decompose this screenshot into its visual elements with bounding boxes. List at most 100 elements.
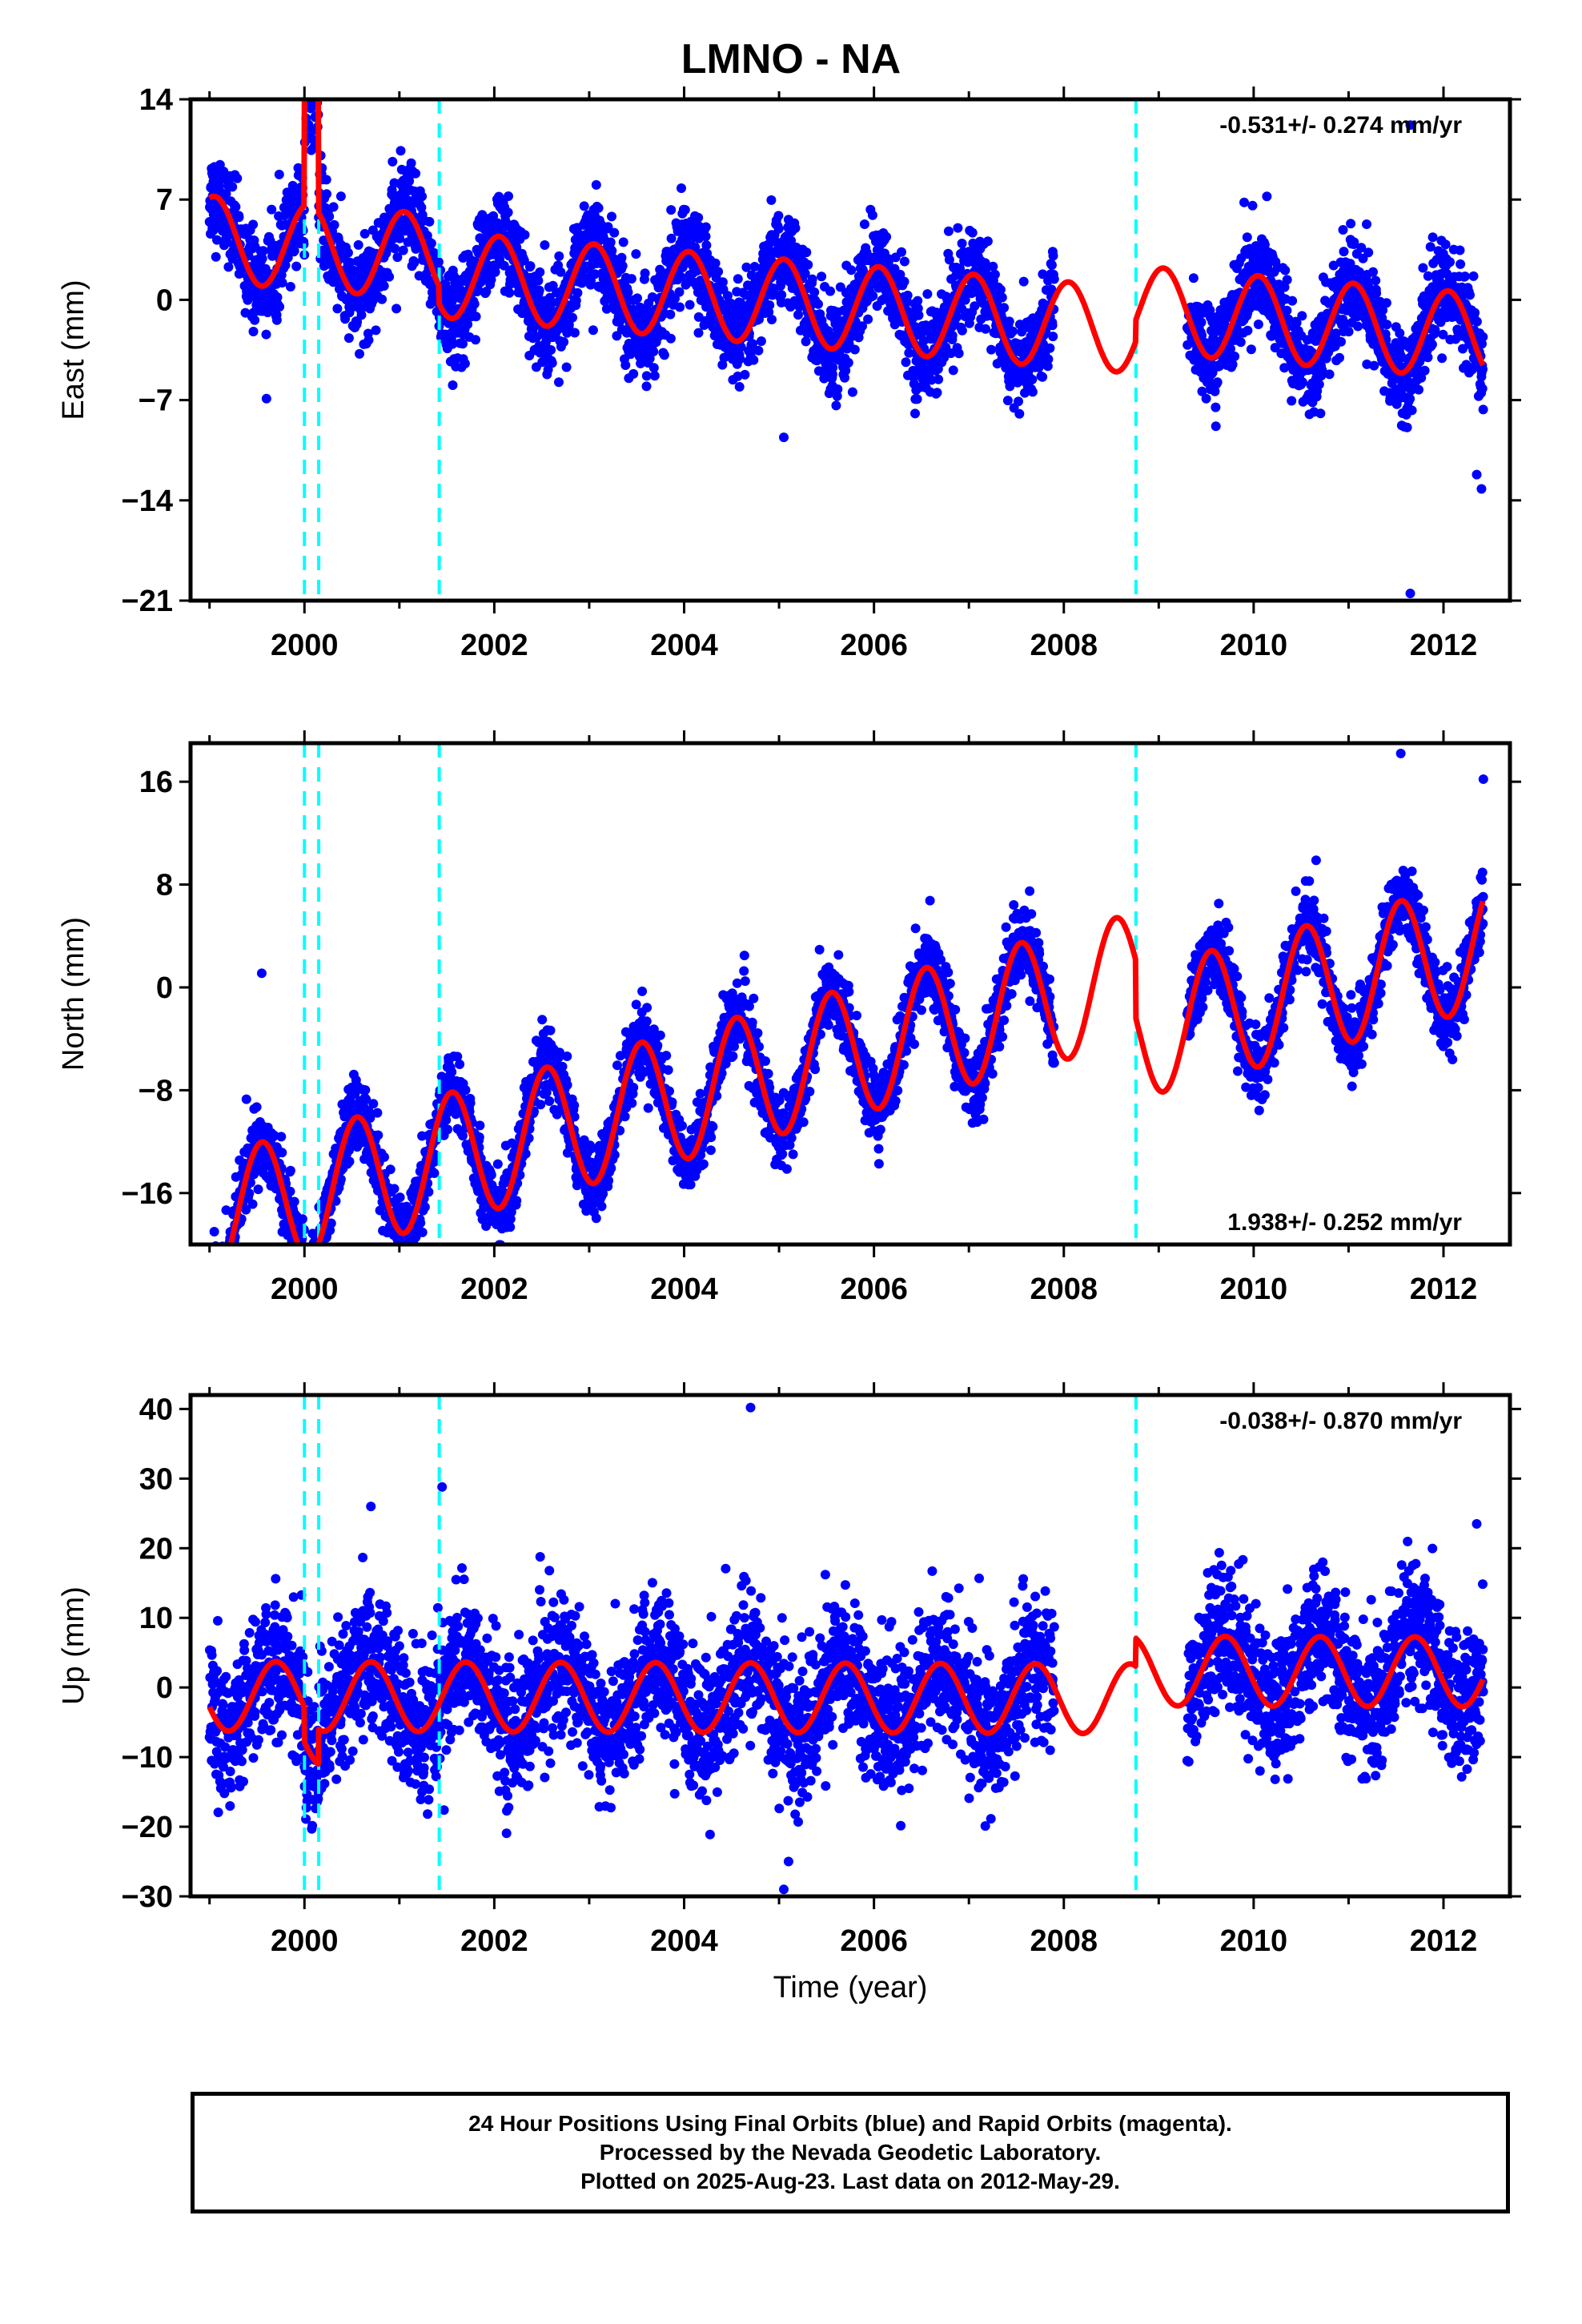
data-point (471, 312, 481, 322)
outlier-point (1405, 589, 1415, 599)
outlier-point (1476, 484, 1487, 494)
data-point (257, 253, 267, 263)
data-point (371, 325, 381, 336)
data-point (219, 1259, 228, 1269)
data-point (206, 1286, 215, 1296)
data-point (287, 180, 298, 191)
data-point (899, 256, 909, 267)
data-point (317, 1261, 327, 1270)
data-point (311, 61, 321, 70)
data-point (1362, 219, 1371, 229)
data-point (1047, 320, 1058, 331)
data-point (215, 1265, 225, 1274)
data-point (1478, 332, 1488, 342)
data-point (1315, 408, 1326, 419)
data-point (315, 1252, 324, 1262)
data-point (1048, 332, 1058, 342)
data-point (387, 156, 398, 167)
data-point (360, 1085, 371, 1096)
data-point (520, 230, 530, 240)
data-point (216, 1255, 226, 1265)
data-point (701, 240, 712, 251)
outlier-point (779, 432, 789, 443)
data-point (417, 191, 428, 202)
data-point (556, 267, 566, 277)
data-point (986, 344, 997, 355)
data-point (311, 1256, 320, 1265)
data-point (1243, 325, 1253, 336)
data-point (319, 1257, 328, 1267)
y-tick-label: −7 (139, 384, 173, 418)
data-point (1445, 257, 1455, 267)
data-point (324, 211, 335, 222)
data-point (219, 1257, 229, 1267)
data-point (1353, 321, 1363, 332)
data-point (932, 388, 942, 398)
data-point (223, 1256, 233, 1265)
data-point (213, 1297, 223, 1306)
data-point (913, 310, 924, 320)
data-point (649, 371, 660, 381)
data-point (1297, 377, 1307, 388)
data-point (620, 360, 631, 370)
data-point (223, 262, 234, 272)
data-point (1227, 360, 1238, 370)
data-point (572, 287, 583, 298)
data-point (395, 233, 405, 243)
data-point (219, 1281, 229, 1290)
data-point (693, 328, 704, 338)
data-point (1418, 263, 1428, 273)
data-point (701, 222, 711, 232)
y-axis-label: East (mm) (57, 279, 90, 420)
data-point (321, 175, 331, 185)
data-point (1472, 316, 1482, 327)
data-point (1008, 326, 1018, 336)
data-point (753, 345, 764, 356)
data-point (666, 233, 677, 243)
data-point (406, 1245, 416, 1255)
data-point (1368, 267, 1378, 277)
data-point (897, 247, 906, 257)
data-point (1235, 337, 1246, 348)
data-point (303, 74, 312, 84)
data-point (641, 371, 652, 381)
data-point (227, 182, 238, 192)
data-point (554, 377, 564, 388)
data-point (313, 88, 323, 98)
data-point (311, 45, 320, 54)
data-point (272, 292, 283, 303)
data-point (223, 1260, 232, 1269)
data-point (1456, 259, 1466, 269)
data-point (379, 1152, 389, 1162)
data-point (618, 237, 628, 247)
data-point (503, 207, 513, 218)
data-point (302, 54, 311, 64)
data-point (390, 1258, 400, 1268)
data-point (710, 258, 721, 268)
plot-area (206, 743, 1488, 1306)
data-point (519, 255, 529, 266)
data-point (217, 1259, 227, 1269)
data-point (215, 1296, 224, 1305)
data-point (605, 237, 616, 247)
data-point (396, 146, 406, 156)
data-point (590, 269, 600, 279)
data-point (303, 1260, 313, 1269)
data-point (1282, 305, 1292, 316)
data-point (1414, 384, 1423, 395)
data-point (344, 1156, 355, 1167)
data-point (305, 1260, 315, 1269)
data-point (405, 1261, 415, 1270)
data-point (1014, 396, 1023, 407)
data-point (216, 1269, 226, 1278)
data-point (1346, 219, 1356, 229)
data-point (1455, 245, 1465, 255)
data-point (1014, 408, 1025, 419)
data-point (1247, 200, 1258, 211)
x-tick-label: 2010 (1220, 629, 1288, 662)
data-point (1363, 247, 1374, 258)
data-point (379, 281, 389, 291)
data-point (685, 300, 695, 310)
data-point (504, 191, 513, 201)
data-point (1280, 265, 1291, 275)
